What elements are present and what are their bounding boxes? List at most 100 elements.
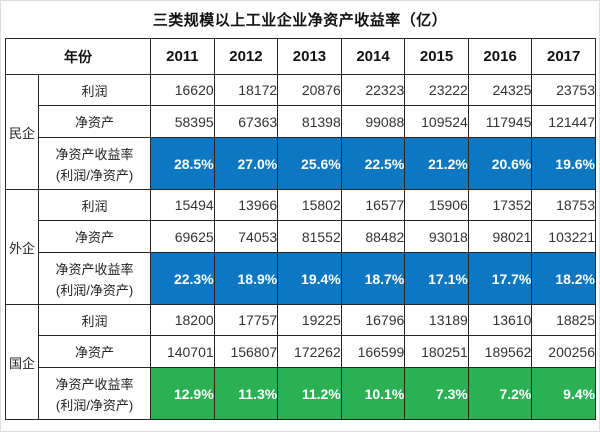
row-label-cell: 净资产 (38, 220, 152, 253)
table-row: 净资产 58395 67363 81398 99088 109524 11794… (6, 105, 596, 138)
value-cell: 121447 (531, 105, 596, 138)
roe-value-cell: 7.3% (404, 367, 469, 420)
group-cell-private: 民企 (4, 74, 40, 190)
roe-value-cell: 22.5% (340, 137, 406, 190)
year-cell: 2013 (277, 38, 342, 75)
group-cell-state: 国企 (4, 304, 40, 420)
value-cell: 15494 (150, 189, 215, 221)
roe-label-line1: 净资产收益率 (55, 261, 134, 277)
row-label-cell: 净资产 (38, 105, 152, 138)
roe-row: 净资产收益率 (利润/净资产) 12.9% 11.3% 11.2% 10.1% … (6, 367, 596, 420)
roe-label-line2: (利润/净资产) (55, 167, 134, 183)
value-cell: 117945 (467, 105, 533, 138)
roe-label-line1: 净资产收益率 (55, 376, 134, 392)
year-cell: 2017 (531, 38, 596, 75)
value-cell: 88482 (340, 220, 406, 253)
value-cell: 81552 (277, 220, 342, 253)
value-cell: 22323 (340, 74, 406, 106)
year-cell: 2015 (404, 38, 469, 75)
roe-value-cell: 9.4% (531, 367, 596, 420)
value-cell: 13610 (467, 304, 533, 336)
value-cell: 93018 (404, 220, 469, 253)
table-row: 净资产 69625 74053 81552 88482 93018 98021 … (6, 220, 596, 253)
table-row: 民企 利润 16620 18172 20876 22323 23222 2432… (4, 74, 596, 190)
table-row: 净资产 140701 156807 172262 166599 180251 1… (6, 335, 596, 368)
table-row: 国企 利润 18200 17757 19225 16796 13189 1361… (4, 304, 596, 420)
row-label-cell: 利润 (38, 304, 152, 336)
value-cell: 67363 (213, 105, 279, 138)
value-cell: 18825 (531, 304, 596, 336)
roe-value-cell: 18.7% (340, 252, 406, 305)
value-cell: 166599 (340, 335, 406, 368)
value-cell: 19225 (277, 304, 342, 336)
value-cell: 18200 (150, 304, 215, 336)
roe-value-cell: 11.2% (277, 367, 342, 420)
roe-value-cell: 22.3% (150, 252, 215, 305)
value-cell: 16620 (150, 74, 215, 106)
year-cell: 2016 (467, 38, 533, 75)
value-cell: 18172 (213, 74, 279, 106)
group-cell-foreign: 外企 (4, 189, 40, 305)
roe-value-cell: 21.2% (404, 137, 469, 190)
value-cell: 17757 (213, 304, 279, 336)
value-cell: 16577 (340, 189, 406, 221)
year-cell: 2011 (150, 38, 215, 75)
value-cell: 172262 (277, 335, 342, 368)
roe-value-cell: 28.5% (150, 137, 215, 190)
roe-value-cell: 17.1% (404, 252, 469, 305)
value-cell: 200256 (531, 335, 596, 368)
value-cell: 13966 (213, 189, 279, 221)
year-cell: 2012 (213, 38, 279, 75)
roe-label-line2: (利润/净资产) (55, 397, 134, 413)
value-cell: 103221 (531, 220, 596, 253)
row-label-cell: 利润 (38, 74, 152, 106)
value-cell: 74053 (213, 220, 279, 253)
value-cell: 16796 (340, 304, 406, 336)
value-cell: 23222 (404, 74, 469, 106)
row-label-cell: 利润 (38, 189, 152, 221)
roe-label-cell: 净资产收益率 (利润/净资产) (38, 367, 152, 420)
roe-value-cell: 18.9% (213, 252, 279, 305)
value-cell: 81398 (277, 105, 342, 138)
roe-label-line1: 净资产收益率 (55, 146, 134, 162)
table-row: 外企 利润 15494 13966 15802 16577 15906 1735… (4, 189, 596, 305)
roe-row: 净资产收益率 (利润/净资产) 28.5% 27.0% 25.6% 22.5% … (6, 137, 596, 190)
roe-label-cell: 净资产收益率 (利润/净资产) (38, 137, 152, 190)
value-cell: 15906 (404, 189, 469, 221)
value-cell: 98021 (467, 220, 533, 253)
roe-value-cell: 10.1% (340, 367, 406, 420)
value-cell: 180251 (404, 335, 469, 368)
year-cell: 2014 (340, 38, 406, 75)
roe-value-cell: 18.2% (531, 252, 596, 305)
value-cell: 156807 (213, 335, 279, 368)
roe-label-cell: 净资产收益率 (利润/净资产) (38, 252, 152, 305)
value-cell: 23753 (531, 74, 596, 106)
roe-value-cell: 19.6% (531, 137, 596, 190)
value-cell: 20876 (277, 74, 342, 106)
page-title: 三类规模以上工业企业净资产收益率（亿） (152, 12, 448, 29)
value-cell: 13189 (404, 304, 469, 336)
roe-value-cell: 11.3% (213, 367, 279, 420)
roe-row: 净资产收益率 (利润/净资产) 22.3% 18.9% 19.4% 18.7% … (6, 252, 596, 305)
roe-value-cell: 19.4% (277, 252, 342, 305)
value-cell: 69625 (150, 220, 215, 253)
roe-value-cell: 7.2% (467, 367, 533, 420)
year-header-cell: 年份 (4, 38, 152, 75)
value-cell: 15802 (277, 189, 342, 221)
value-cell: 58395 (150, 105, 215, 138)
value-cell: 17352 (467, 189, 533, 221)
header-row: 年份 2011 2012 2013 2014 2015 2016 2017 (4, 38, 596, 75)
value-cell: 140701 (150, 335, 215, 368)
roe-value-cell: 20.6% (467, 137, 533, 190)
value-cell: 18753 (531, 189, 596, 221)
data-table: 年份 2011 2012 2013 2014 2015 2016 2017 民企… (4, 38, 596, 420)
value-cell: 24325 (467, 74, 533, 106)
roe-value-cell: 12.9% (150, 367, 215, 420)
roe-value-cell: 25.6% (277, 137, 342, 190)
value-cell: 99088 (340, 105, 406, 138)
row-label-cell: 净资产 (38, 335, 152, 368)
roe-value-cell: 27.0% (213, 137, 279, 190)
roe-value-cell: 17.7% (467, 252, 533, 305)
roe-label-line2: (利润/净资产) (55, 282, 134, 298)
